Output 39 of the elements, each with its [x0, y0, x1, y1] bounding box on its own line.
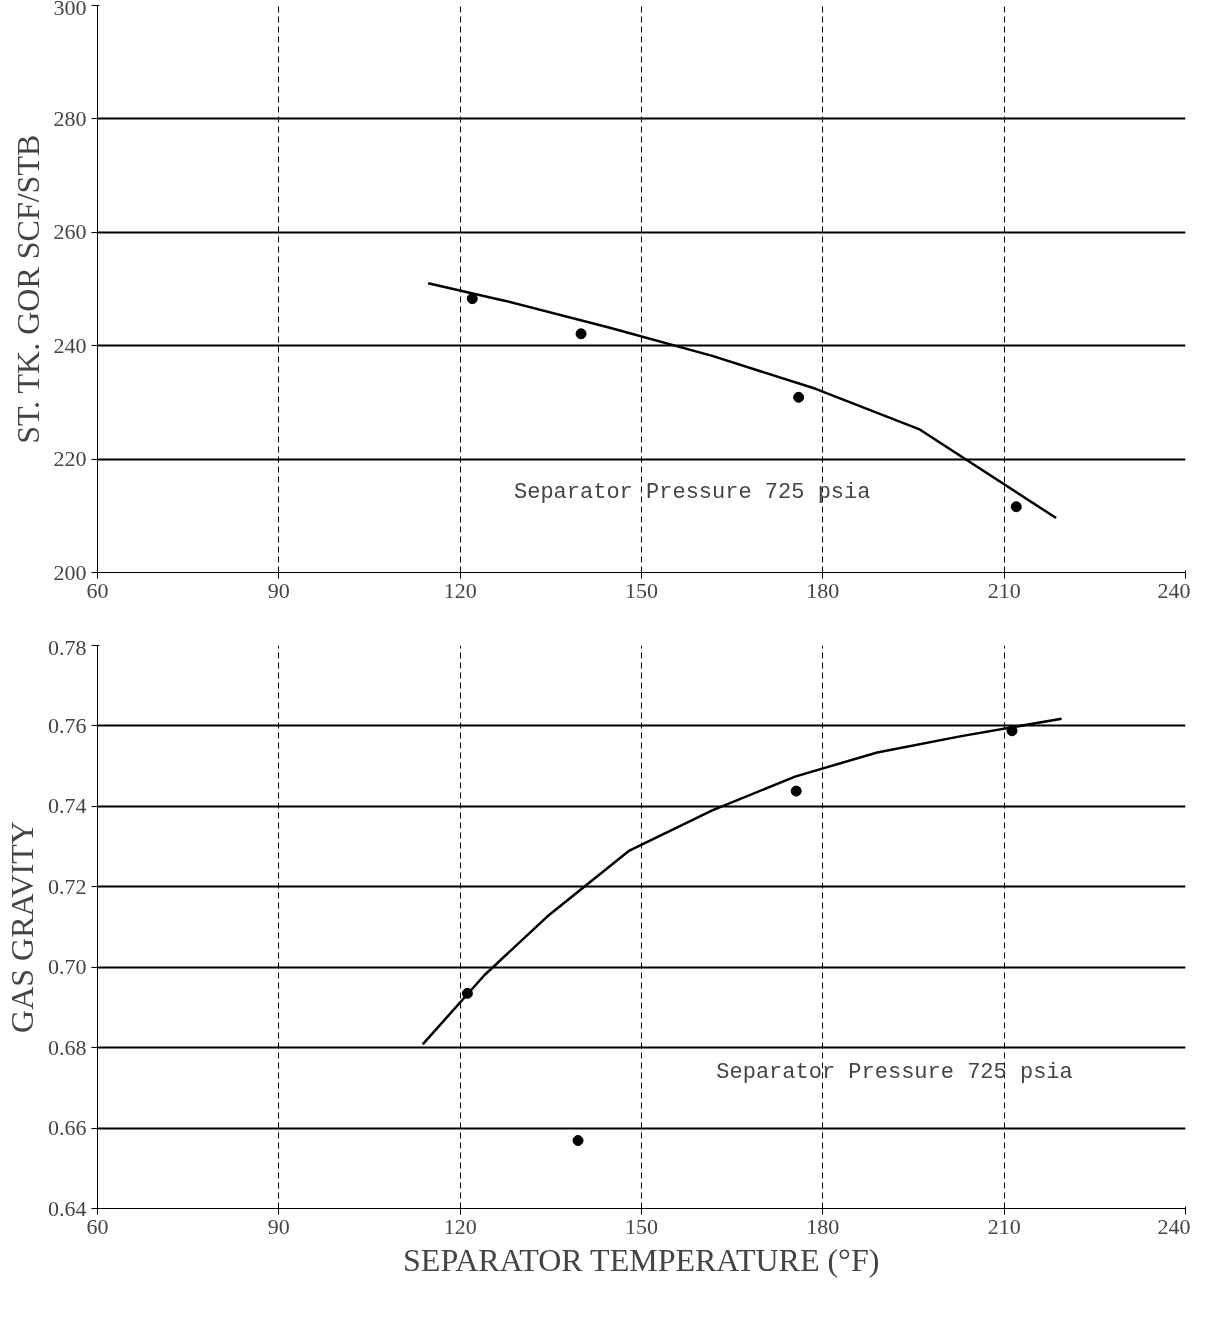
x-tick-label: 60 [86, 577, 109, 603]
y-tick-label: 0.64 [48, 1195, 87, 1221]
point [575, 328, 587, 340]
x-tick-label: 120 [443, 1213, 477, 1239]
y-tick-label: 0.78 [48, 634, 87, 660]
point [790, 785, 802, 797]
y-tick-label: 0.74 [48, 793, 87, 819]
y-tick-label: 200 [53, 559, 87, 585]
x-tick-label: 150 [625, 1213, 658, 1239]
x-tick-label: 150 [625, 577, 658, 603]
x-tick-label: 90 [267, 1213, 290, 1239]
y-tick-label: 280 [53, 105, 87, 131]
y-axis-title: ST. TK. GOR SCF/STB [9, 134, 46, 444]
y-tick-label: 260 [53, 219, 87, 245]
y-axis-title: GAS GRAVITY [4, 821, 40, 1033]
x-tick-label: 240 [1157, 577, 1191, 603]
point [1010, 501, 1022, 513]
x-tick-label: 120 [443, 577, 477, 603]
x-tick-label: 240 [1157, 1213, 1191, 1239]
y-tick-label: 0.76 [48, 712, 87, 738]
y-tick-label: 220 [53, 446, 87, 472]
x-tick-label: 210 [987, 1213, 1021, 1239]
x-axis-title: SEPARATOR TEMPERATURE (°F) [403, 1241, 880, 1278]
y-tick-label: 0.70 [48, 954, 87, 980]
x-tick-label: 180 [806, 577, 840, 603]
annotation: Separator Pressure 725 psia [514, 479, 871, 505]
y-tick-label: 0.66 [48, 1115, 87, 1141]
x-tick-label: 210 [987, 577, 1021, 603]
point [572, 1135, 584, 1147]
y-tick-label: 300 [53, 0, 87, 20]
x-tick-label: 60 [86, 1213, 109, 1239]
point [466, 293, 478, 305]
x-tick-label: 90 [267, 577, 290, 603]
annotation: Separator Pressure 725 psia [716, 1060, 1073, 1086]
x-tick-label: 180 [806, 1213, 840, 1239]
y-tick-label: 0.72 [48, 873, 87, 899]
y-tick-label: 240 [53, 332, 87, 358]
y-tick-label: 0.68 [48, 1034, 87, 1060]
point [793, 391, 805, 403]
